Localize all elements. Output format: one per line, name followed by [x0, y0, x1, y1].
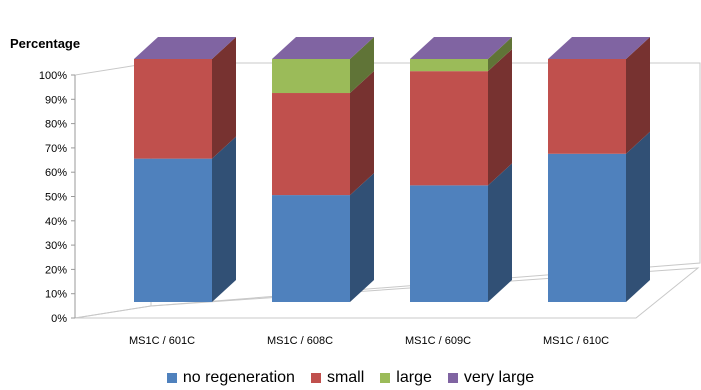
bar-top	[410, 37, 512, 59]
legend-label: no regeneration	[182, 369, 295, 386]
legend-swatch	[166, 373, 177, 383]
y-tick-label: 30%	[45, 240, 67, 252]
y-tick-label: 60%	[45, 167, 67, 179]
bar-segment-large	[272, 59, 350, 94]
y-tick-label: 80%	[45, 119, 67, 131]
bar-side-no-regeneration	[212, 136, 236, 302]
x-tick-label: MS1C / 610C	[543, 335, 609, 347]
bar-segment-no-regeneration	[548, 153, 626, 302]
y-tick-label: 100%	[39, 70, 67, 82]
legend-swatch	[380, 373, 391, 383]
legend-item-no-regeneration: no regeneration	[166, 369, 295, 387]
y-tick-label: 0%	[51, 313, 67, 325]
legend-swatch	[447, 373, 458, 383]
y-tick-label: 40%	[45, 216, 67, 228]
legend: no regeneration small large very large	[0, 369, 701, 387]
y-tick-label: 70%	[45, 143, 67, 155]
bar-top	[272, 37, 374, 59]
legend-item-large: large	[380, 369, 432, 387]
bar-side-small	[626, 37, 650, 154]
bar-side-small	[488, 49, 512, 186]
bar-segment-no-regeneration	[272, 195, 350, 302]
bar-side-large	[488, 37, 512, 72]
legend-label: very large	[463, 369, 535, 386]
bar-side-small	[350, 71, 374, 196]
bar-side-no-regeneration	[350, 173, 374, 302]
bar-top	[548, 37, 650, 59]
bar-side-large	[350, 37, 374, 94]
bar-segment-small	[272, 93, 350, 196]
bar-segment-no-regeneration	[410, 185, 488, 302]
bar-side-no-regeneration	[626, 131, 650, 302]
bar-side-small	[212, 37, 236, 159]
x-tick-label: MS1C / 608C	[267, 335, 333, 347]
y-axis-title: Percentage	[10, 36, 81, 51]
y-tick-label: 20%	[45, 264, 67, 276]
bar-top	[134, 37, 236, 59]
y-tick-label: 50%	[45, 192, 67, 204]
bar-segment-small	[410, 71, 488, 186]
bar-segment-small	[134, 59, 212, 159]
y-tick-label: 90%	[45, 94, 67, 106]
chart-plot: 0% 10% 20% 30% 40% 50% 60% 70% 80% 90% 100% MS1C / …	[39, 37, 701, 347]
legend-item-small: small	[310, 369, 365, 387]
legend-label: large	[396, 369, 432, 386]
legend-label: small	[326, 369, 365, 386]
bar-segment-large	[410, 59, 488, 72]
bar-segment-no-regeneration	[134, 158, 212, 302]
legend-swatch	[310, 373, 321, 383]
legend-item-very-large: very large	[447, 369, 535, 387]
x-tick-label: MS1C / 601C	[129, 335, 195, 347]
floor	[74, 267, 700, 319]
bar-side-no-regeneration	[488, 163, 512, 302]
bar-segment-small	[548, 59, 626, 154]
x-tick-label: MS1C / 609C	[405, 335, 471, 347]
y-tick-label: 10%	[45, 289, 67, 301]
